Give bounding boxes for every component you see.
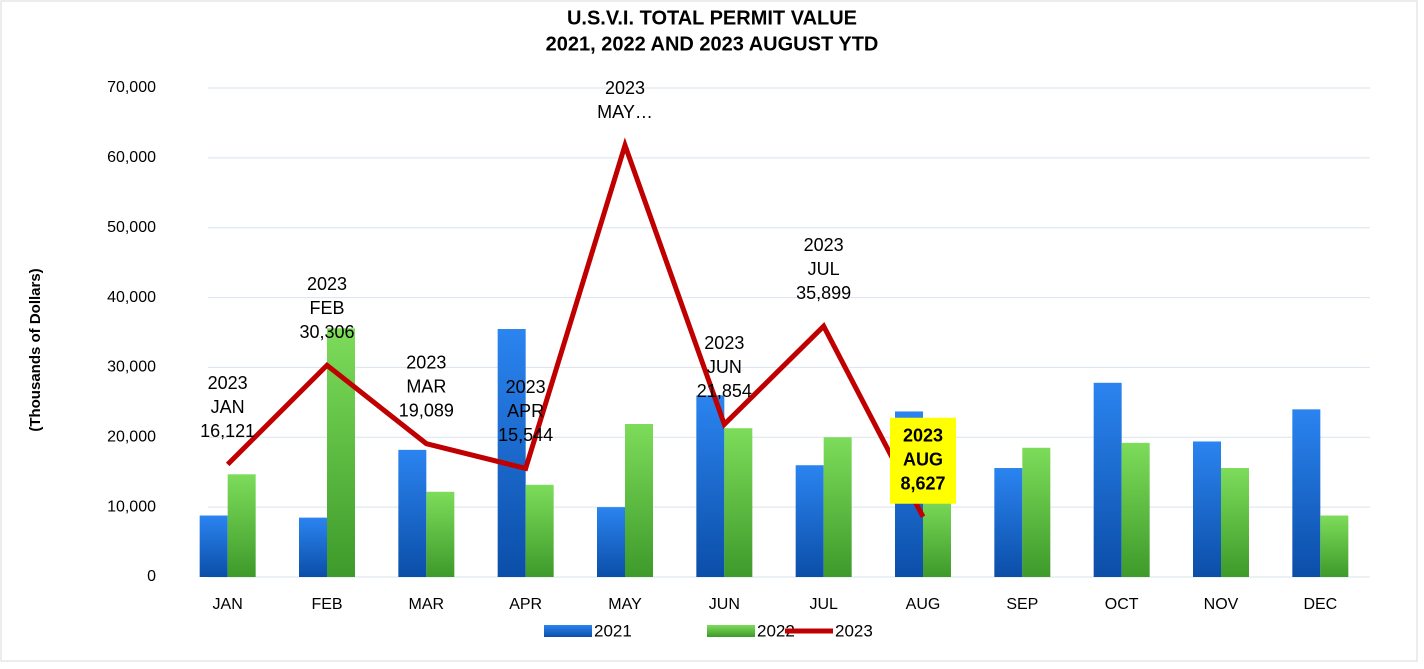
bar: [398, 449, 427, 577]
x-tick-label: NOV: [1204, 596, 1239, 613]
data-label: MAY…: [597, 102, 653, 122]
x-tick-label: JAN: [213, 596, 243, 613]
bar: [1193, 441, 1221, 577]
bar: [1093, 382, 1122, 577]
data-label: 19,089: [399, 400, 454, 420]
y-tick-label: 20,000: [107, 429, 156, 446]
data-label: 2023: [307, 274, 347, 294]
x-tick-label: AUG: [906, 596, 941, 613]
x-tick-label: FEB: [311, 596, 342, 613]
chart-subtitle: 2021, 2022 AND 2023 AUGUST YTD: [546, 33, 879, 55]
data-label: 2023: [506, 377, 546, 397]
bar: [724, 428, 753, 577]
data-label: 15,544: [498, 425, 553, 445]
data-label: 30,306: [299, 322, 354, 342]
bar: [426, 491, 455, 577]
y-axis-label: (Thousands of Dollars): [27, 268, 44, 431]
bar: [497, 329, 526, 577]
bar: [823, 437, 852, 577]
data-label: FEB: [309, 298, 344, 318]
data-label: 2023: [804, 235, 844, 255]
y-tick-label: 60,000: [107, 149, 156, 166]
bar: [696, 395, 725, 577]
legend-label: 2023: [835, 621, 873, 640]
bar: [923, 496, 951, 577]
data-label: AUG: [903, 449, 943, 469]
bar: [597, 507, 625, 577]
data-label: MAR: [406, 376, 446, 396]
data-label: 35,899: [796, 283, 851, 303]
bar: [227, 474, 256, 577]
legend-swatch: [707, 625, 755, 637]
data-label: JUL: [808, 259, 840, 279]
data-label: 2023: [208, 373, 248, 393]
bar: [994, 468, 1023, 577]
bar: [1221, 468, 1249, 577]
data-label: 16,121: [200, 421, 255, 441]
legend-label: 2021: [594, 621, 632, 640]
x-tick-label: JUN: [709, 596, 740, 613]
data-label: APR: [507, 401, 544, 421]
y-tick-label: 40,000: [107, 289, 156, 306]
x-tick-label: DEC: [1303, 596, 1337, 613]
data-label: 21,854: [697, 381, 752, 401]
bar: [625, 424, 653, 577]
legend-swatch: [544, 625, 592, 637]
y-tick-label: 10,000: [107, 498, 156, 515]
data-label: 2023: [704, 333, 744, 353]
y-tick-label: 70,000: [107, 79, 156, 96]
bar: [795, 465, 824, 577]
x-tick-label: MAY: [608, 596, 642, 613]
data-label: 2023: [605, 78, 645, 98]
chart-title: U.S.V.I. TOTAL PERMIT VALUE: [567, 7, 857, 29]
bar: [1022, 447, 1051, 577]
x-tick-label: JUL: [809, 596, 838, 613]
x-tick-label: APR: [509, 596, 542, 613]
line: [225, 137, 926, 518]
x-tick-label: OCT: [1105, 596, 1139, 613]
data-label: 2023: [406, 352, 446, 372]
label-highlight: [890, 417, 956, 504]
data-label: 2023: [903, 425, 943, 445]
bar: [299, 517, 327, 577]
bar: [1292, 409, 1321, 577]
x-tick-label: SEP: [1006, 596, 1038, 613]
bar: [525, 484, 554, 577]
data-label: 8,627: [900, 473, 945, 493]
y-tick-label: 30,000: [107, 359, 156, 376]
data-label: JAN: [211, 397, 245, 417]
bar: [1320, 515, 1349, 577]
bar: [1121, 442, 1150, 577]
x-tick-label: MAR: [409, 596, 445, 613]
y-tick-label: 50,000: [107, 219, 156, 236]
bar: [199, 515, 228, 577]
legend-label: 2022: [757, 621, 795, 640]
data-label: JUN: [707, 357, 742, 377]
y-tick-label: 0: [147, 568, 156, 585]
